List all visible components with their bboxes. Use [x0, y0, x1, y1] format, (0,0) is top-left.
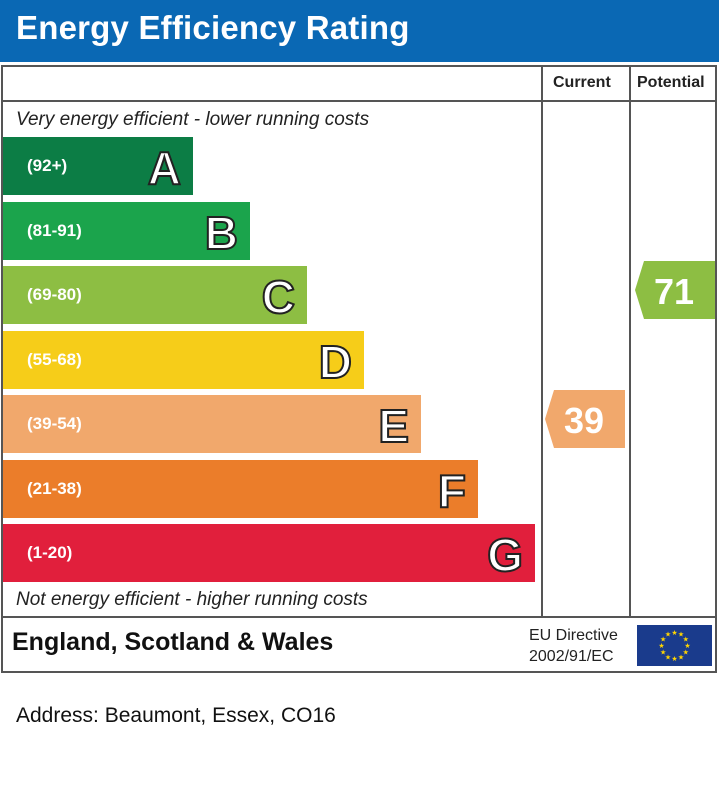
- band-range: (39-54): [27, 414, 82, 433]
- column-header-current: Current: [553, 74, 611, 91]
- header-divider: [1, 100, 717, 102]
- band-letter: E: [377, 399, 410, 453]
- potential-rating-arrow: 71: [635, 261, 715, 319]
- band-range: (21-38): [27, 478, 82, 498]
- column-header-potential: Potential: [637, 74, 705, 91]
- band-range: (55-68): [27, 349, 82, 369]
- eu-star-icon: ★: [683, 636, 689, 644]
- eu-star-icon: ★: [671, 655, 677, 663]
- divider-current: [541, 65, 543, 618]
- potential-rating-value: 71: [654, 271, 695, 312]
- band-range: (69-80): [27, 285, 82, 304]
- band-a: (92+) A: [3, 137, 193, 195]
- band-letter: D: [318, 335, 353, 389]
- band-b: (81-91) B: [3, 201, 250, 260]
- band-c: (69-80) C: [3, 266, 307, 324]
- footer-divider: [1, 616, 717, 618]
- current-rating-arrow: 39: [545, 390, 625, 448]
- band-range: (1-20): [27, 543, 73, 562]
- band-letter: C: [261, 270, 296, 324]
- divider-potential: [629, 65, 631, 618]
- band-g: (1-20) G: [3, 524, 535, 582]
- country-label: England, Scotland & Wales: [12, 628, 334, 656]
- band-letter: B: [204, 206, 239, 260]
- eu-directive-number: 2002/91/EC: [529, 648, 614, 665]
- eu-directive-label: EU Directive: [529, 627, 618, 644]
- band-letter: A: [147, 141, 182, 195]
- bottom-caption: Not energy efficient - higher running co…: [16, 589, 368, 610]
- eu-star-icon: ★: [678, 653, 684, 661]
- eu-star-icon: ★: [678, 631, 684, 639]
- eu-flag-icon: ★★★★★★★★★ ★ ★★: [637, 625, 712, 666]
- rating-frame: [1, 65, 717, 673]
- eu-star-icon: ★: [660, 649, 666, 657]
- potential-arrow-shape: [635, 261, 715, 319]
- band-range: (92+): [27, 156, 68, 175]
- eu-star-icon: ★: [665, 653, 671, 661]
- eu-star-icon: ★: [684, 642, 690, 650]
- band-d: (55-68) D: [3, 330, 364, 389]
- eu-star-icon: ★: [660, 636, 666, 644]
- band-e: (39-54) E: [3, 395, 421, 453]
- page-title: Energy Efficiency Rating: [16, 9, 410, 46]
- top-caption: Very energy efficient - lower running co…: [16, 109, 370, 130]
- band-letter: F: [437, 464, 467, 518]
- current-rating-value: 39: [564, 400, 605, 441]
- eu-star-icon: ★: [671, 629, 677, 637]
- band-f: (21-38) F: [3, 459, 478, 518]
- header-bar: Energy Efficiency Rating: [0, 0, 719, 62]
- eu-star-icon: ★: [683, 649, 689, 657]
- current-arrow-shape: [545, 390, 625, 448]
- band-letter: G: [486, 528, 524, 582]
- eu-star-icon: ★: [658, 642, 664, 650]
- address: Address: Beaumont, Essex, CO16: [16, 704, 336, 727]
- band-range: (81-91): [27, 220, 82, 240]
- eu-star-icon: ★: [665, 631, 671, 639]
